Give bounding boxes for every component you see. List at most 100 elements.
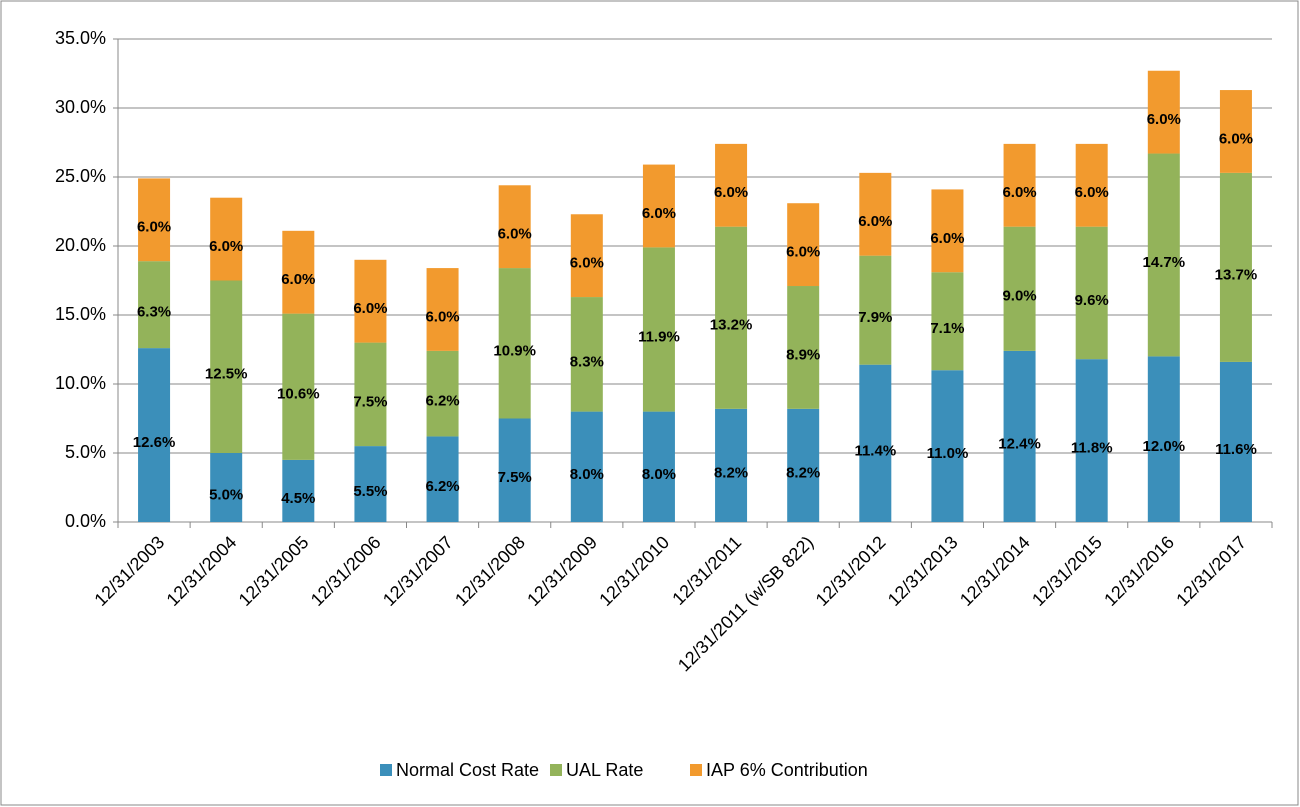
bar-segment — [715, 143, 748, 227]
bar-segment — [498, 268, 531, 419]
value-label: 4.5% — [281, 490, 315, 507]
value-label: 8.3% — [570, 353, 604, 370]
value-label: 8.9% — [786, 346, 820, 363]
bar-segment — [1147, 70, 1180, 154]
value-label: 5.0% — [209, 486, 243, 503]
legend-label: IAP 6% Contribution — [706, 760, 868, 780]
value-label: 11.8% — [1071, 440, 1113, 457]
value-label: 8.2% — [714, 464, 748, 481]
value-label: 6.0% — [353, 300, 387, 317]
bar-segment — [282, 313, 315, 460]
value-label: 12.5% — [205, 366, 248, 383]
bar-segment — [354, 259, 387, 343]
value-label: 7.5% — [498, 469, 532, 486]
legend-label: UAL Rate — [566, 760, 643, 780]
bar-segment — [1147, 153, 1180, 357]
bar-segment — [787, 408, 820, 522]
bar-segment — [715, 408, 748, 522]
value-label: 8.0% — [570, 466, 604, 483]
value-label: 12.6% — [133, 434, 176, 451]
bar-segment — [1075, 359, 1108, 522]
bar-segment — [210, 280, 243, 453]
y-tick-label: 20.0% — [55, 235, 106, 255]
value-label: 5.5% — [353, 483, 387, 500]
y-tick-label: 15.0% — [55, 304, 106, 324]
bar-segment — [426, 350, 459, 437]
bar-segment — [426, 268, 459, 351]
y-tick-label: 35.0% — [55, 28, 106, 48]
bar-segment — [354, 446, 387, 522]
value-label: 8.0% — [642, 466, 676, 483]
bar-segment — [282, 230, 315, 314]
bar-segment — [570, 214, 603, 298]
value-label: 6.0% — [1002, 184, 1036, 201]
y-tick-label: 25.0% — [55, 166, 106, 186]
value-label: 6.0% — [786, 244, 820, 261]
value-label: 6.0% — [1219, 130, 1253, 147]
bar-segment — [642, 411, 675, 522]
bar-segment — [1219, 172, 1252, 362]
value-label: 9.0% — [1002, 288, 1036, 305]
value-label: 9.6% — [1075, 292, 1109, 309]
legend-swatch — [380, 764, 392, 776]
value-label: 6.0% — [858, 213, 892, 230]
bar-segment — [642, 164, 675, 248]
value-label: 6.0% — [714, 184, 748, 201]
bar-segment — [138, 261, 171, 349]
bar-segment — [1003, 143, 1036, 227]
bar-segment — [426, 436, 459, 522]
bar-segment — [1075, 226, 1108, 360]
bar-segment — [1075, 143, 1108, 227]
bar-segment — [859, 364, 892, 522]
value-label: 6.0% — [281, 271, 315, 288]
bar-segment — [138, 178, 171, 262]
value-label: 12.4% — [998, 435, 1041, 452]
value-label: 6.0% — [498, 226, 532, 243]
y-tick-label: 30.0% — [55, 97, 106, 117]
value-label: 6.0% — [930, 230, 964, 247]
value-label: 6.3% — [137, 304, 171, 321]
value-label: 7.5% — [353, 393, 387, 410]
value-label: 7.1% — [930, 320, 964, 337]
bar-segment — [1003, 350, 1036, 522]
bar-segment — [787, 203, 820, 287]
value-label: 6.2% — [425, 393, 459, 410]
value-label: 6.0% — [570, 255, 604, 272]
legend-swatch — [690, 764, 702, 776]
bar-segment — [1147, 356, 1180, 522]
value-label: 11.4% — [854, 442, 896, 459]
value-label: 6.0% — [209, 238, 243, 255]
bar-segment — [787, 286, 820, 409]
value-label: 6.0% — [1075, 184, 1109, 201]
y-tick-label: 10.0% — [55, 373, 106, 393]
bar-segment — [210, 453, 243, 522]
value-label: 13.7% — [1215, 266, 1258, 283]
bar-segment — [210, 197, 243, 281]
value-label: 7.9% — [858, 309, 892, 326]
bar-segment — [498, 185, 531, 269]
value-label: 6.0% — [425, 308, 459, 325]
value-label: 13.2% — [710, 317, 753, 334]
value-label: 12.0% — [1143, 438, 1186, 455]
y-tick-label: 0.0% — [65, 511, 106, 531]
value-label: 11.0% — [927, 445, 969, 462]
bar-segment — [1003, 226, 1036, 351]
value-label: 6.0% — [642, 205, 676, 222]
legend-swatch — [550, 764, 562, 776]
bar-segment — [931, 370, 964, 522]
value-label: 6.2% — [425, 478, 459, 495]
value-label: 14.7% — [1143, 254, 1186, 271]
bar-segment — [282, 459, 315, 522]
value-label: 11.9% — [638, 328, 680, 345]
bar-segment — [570, 297, 603, 412]
value-label: 11.6% — [1215, 441, 1257, 458]
value-label: 10.9% — [493, 342, 536, 359]
value-label: 6.0% — [1147, 111, 1181, 128]
y-tick-label: 5.0% — [65, 442, 106, 462]
value-label: 6.0% — [137, 219, 171, 236]
value-label: 10.6% — [277, 386, 320, 403]
bar-segment — [859, 255, 892, 365]
bar-segment — [931, 189, 964, 273]
bar-segment — [498, 418, 531, 522]
